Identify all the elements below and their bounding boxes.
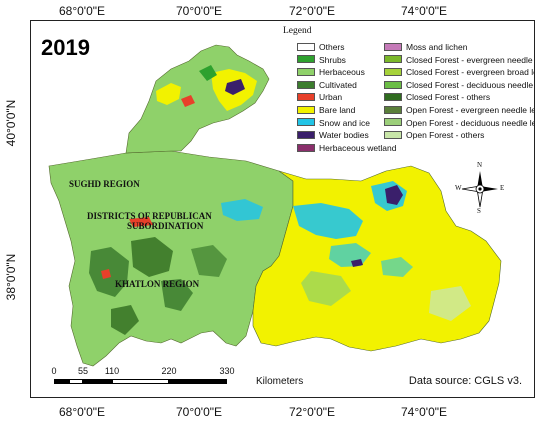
lat-label-40: 40°0'0"N: [4, 99, 18, 147]
legend-column-1: Others Shrubs Herbaceous Cultivated Urba…: [297, 41, 397, 154]
longitude-axis-top: 68°0'0"E 70°0'0"E 72°0'0"E 74°0'0"E: [0, 4, 550, 20]
region-label-drs-line1: DISTRICTS OF REPUBLICAN: [87, 211, 212, 221]
legend-item: Open Forest - others: [384, 129, 534, 140]
scale-tick-55: 55: [77, 366, 89, 376]
region-label-sughd: SUGHD REGION: [69, 179, 140, 189]
legend-item: Closed Forest - others: [384, 91, 534, 102]
legend-swatch: [384, 80, 402, 89]
legend-swatch: [384, 130, 402, 139]
legend-item: Urban: [297, 91, 397, 102]
lon-label-70: 70°0'0"E: [175, 4, 223, 18]
data-source-note: Data source: CGLS v3.: [408, 375, 522, 387]
lon-label-74-bottom: 74°0'0"E: [400, 405, 448, 419]
legend: Legend Others Shrubs Herbaceous Cultivat…: [269, 26, 534, 166]
legend-swatch: [297, 42, 315, 51]
legend-swatch: [297, 105, 315, 114]
scale-tick-0: 0: [51, 366, 57, 376]
legend-item: Closed Forest - evergreen needle leaf: [384, 54, 534, 65]
north-arrow: N S W E: [455, 161, 505, 215]
water-body-north: [225, 79, 245, 95]
legend-swatch: [297, 67, 315, 76]
legend-item: Snow and ice: [297, 117, 397, 128]
land-cover-map: [48, 44, 502, 367]
region-label-drs-line2: SUBORDINATION: [127, 221, 204, 231]
legend-swatch: [384, 42, 402, 51]
map-year: 2019: [41, 35, 90, 60]
legend-item: Open Forest - evergreen needle leaf: [384, 104, 534, 115]
legend-column-2: Moss and lichen Closed Forest - evergree…: [384, 41, 534, 142]
scale-bar: 0 55 110 220 330 Kilometers: [51, 366, 304, 396]
legend-swatch: [297, 130, 315, 139]
legend-swatch: [297, 55, 315, 64]
legend-item: Shrubs: [297, 54, 397, 65]
legend-item: Herbaceous wetland: [297, 142, 397, 153]
scale-segment: [112, 379, 169, 384]
scale-segment: [83, 379, 112, 384]
lon-label-74: 74°0'0"E: [400, 4, 448, 18]
legend-swatch: [297, 80, 315, 89]
legend-item: Closed Forest - deciduous needle leaf: [384, 79, 534, 90]
lon-label-68-bottom: 68°0'0"E: [58, 405, 106, 419]
legend-swatch: [384, 118, 402, 127]
legend-swatch: [384, 93, 402, 102]
lat-label-38: 38°0'0"N: [4, 253, 18, 301]
legend-swatch: [297, 118, 315, 127]
scale-segment: [54, 379, 69, 384]
scale-tick-220: 220: [161, 366, 177, 376]
scale-segment: [69, 379, 83, 384]
longitude-axis-bottom: 68°0'0"E 70°0'0"E 72°0'0"E 74°0'0"E: [0, 405, 550, 421]
urban-dushanbe: [129, 217, 153, 227]
lon-label-68: 68°0'0"E: [58, 4, 106, 18]
snow-ice-1: [293, 203, 363, 239]
map-frame: 2019 Legend Others Shrubs Herbaceous Cul…: [30, 20, 535, 398]
east-letter: E: [500, 184, 505, 192]
legend-item: Bare land: [297, 104, 397, 115]
scale-unit: Kilometers: [256, 376, 304, 387]
north-letter: N: [477, 161, 483, 169]
lon-label-70-bottom: 70°0'0"E: [175, 405, 223, 419]
legend-item: Moss and lichen: [384, 41, 534, 52]
legend-item: Others: [297, 41, 397, 52]
legend-item: Closed Forest - evergreen broad leaf: [384, 66, 534, 77]
west-letter: W: [455, 184, 462, 192]
scale-tick-330: 330: [219, 366, 235, 376]
scale-segment: [169, 379, 227, 384]
legend-swatch: [384, 105, 402, 114]
legend-swatch: [297, 143, 315, 152]
legend-item: Open Forest - deciduous needle leaf: [384, 117, 534, 128]
compass-icon: [461, 171, 498, 208]
legend-item: Herbaceous: [297, 66, 397, 77]
legend-item: Cultivated: [297, 79, 397, 90]
legend-swatch: [384, 55, 402, 64]
legend-swatch: [297, 93, 315, 102]
region-label-khatlon: KHATLON REGION: [115, 279, 200, 289]
lon-label-72: 72°0'0"E: [288, 4, 336, 18]
water-body-karakul: [385, 185, 403, 205]
legend-swatch: [384, 67, 402, 76]
legend-title: Legend: [283, 26, 312, 36]
legend-item: Water bodies: [297, 129, 397, 140]
latitude-axis-left: 40°0'0"N 38°0'0"N: [0, 0, 22, 423]
scale-tick-110: 110: [104, 366, 120, 376]
south-letter: S: [477, 207, 481, 215]
lon-label-72-bottom: 72°0'0"E: [288, 405, 336, 419]
